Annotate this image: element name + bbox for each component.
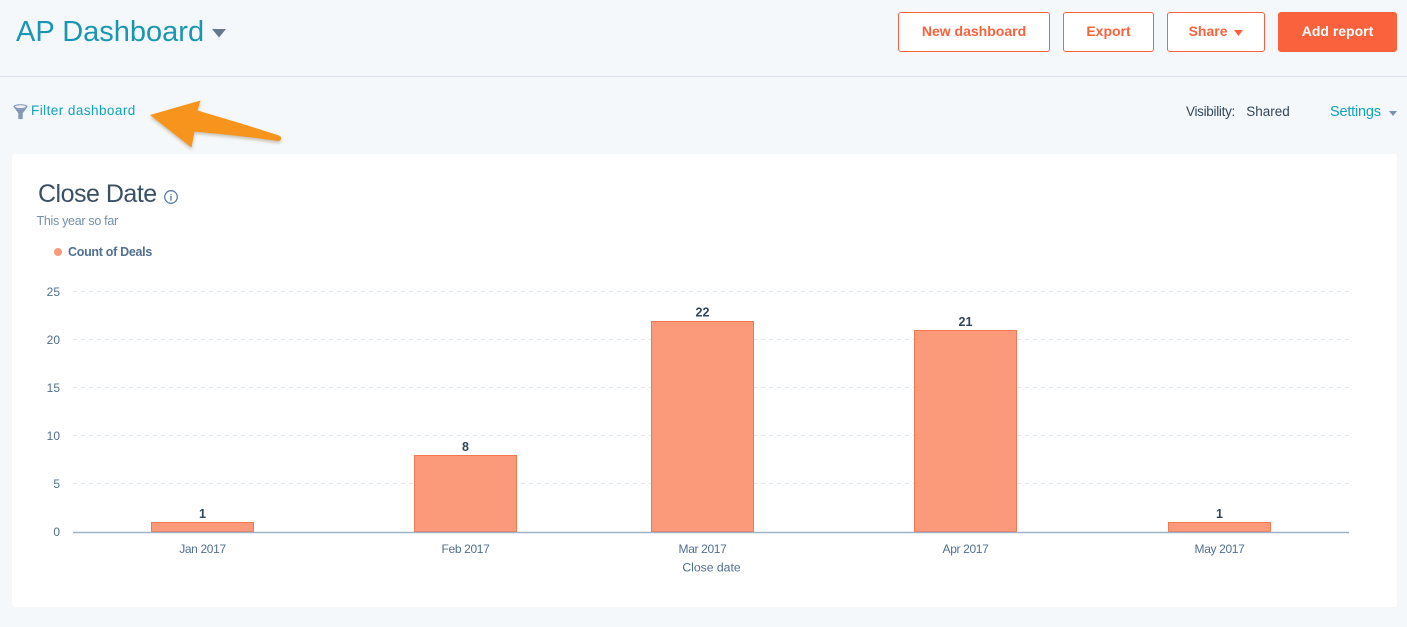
svg-text:May 2017: May 2017 [1195,542,1246,556]
svg-text:25: 25 [47,285,61,299]
svg-text:8: 8 [462,440,469,454]
svg-text:10: 10 [47,429,61,443]
svg-text:Feb 2017: Feb 2017 [442,542,491,556]
svg-text:1: 1 [1216,507,1223,521]
svg-text:Close date: Close date [682,560,740,574]
svg-text:15: 15 [47,381,61,395]
svg-text:i: i [169,193,172,203]
svg-text:0: 0 [53,525,60,539]
svg-text:Apr 2017: Apr 2017 [943,542,990,556]
svg-text:Jan 2017: Jan 2017 [179,542,226,556]
svg-text:Mar 2017: Mar 2017 [679,542,728,556]
svg-text:22: 22 [696,306,710,320]
svg-text:20: 20 [47,333,61,347]
svg-text:5: 5 [53,477,60,491]
svg-text:1: 1 [199,507,206,521]
svg-text:21: 21 [959,315,973,329]
